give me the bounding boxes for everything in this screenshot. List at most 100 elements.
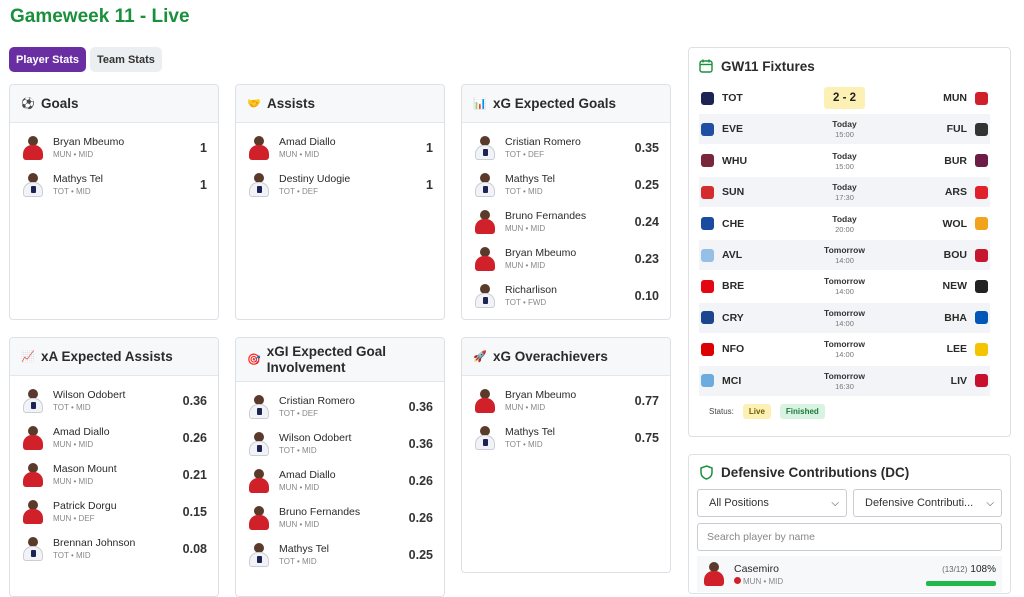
bar-chart-icon: 📊	[473, 98, 487, 110]
player-row[interactable]: Amad Diallo MUN • MID 0.26	[10, 419, 218, 456]
player-row[interactable]: Wilson Odobert TOT • MID 0.36	[10, 382, 218, 419]
rocket-icon: 🚀	[473, 351, 487, 363]
player-search-input[interactable]: Search player by name	[697, 523, 1002, 551]
player-row[interactable]: Mathys Tel TOT • MID 0.25	[236, 536, 444, 573]
home-team-code: CHE	[722, 217, 745, 230]
home-team: WHU	[699, 154, 779, 168]
player-avatar	[474, 209, 496, 234]
player-meta: MUN • MID	[279, 483, 320, 492]
player-row[interactable]: Bruno Fernandes MUN • MID 0.24	[462, 203, 670, 240]
player-avatar	[22, 425, 44, 450]
home-team-code: TOT	[722, 92, 743, 104]
player-row[interactable]: Amad Diallo MUN • MID 1	[236, 129, 444, 166]
fixture-day: Today	[832, 182, 857, 193]
player-row[interactable]: Cristian Romero TOT • DEF 0.35	[462, 129, 670, 166]
away-team: LIV	[910, 374, 990, 388]
player-name: Mathys Tel	[505, 173, 555, 185]
player-row[interactable]: Bryan Mbeumo MUN • MID 1	[10, 129, 218, 166]
fixture-row[interactable]: EVE Today 15:00 FUL	[699, 114, 990, 145]
fixture-row[interactable]: CRY Tomorrow 14:00 BHA	[699, 302, 990, 333]
club-crest-icon	[975, 374, 988, 388]
stat-value: 0.21	[182, 467, 207, 482]
fixtures-panel: GW11 Fixtures TOT 2 - 2 MUN EVE Today 15:…	[688, 47, 1011, 437]
fixture-row[interactable]: TOT 2 - 2 MUN	[699, 83, 990, 113]
fixture-row[interactable]: AVL Tomorrow 14:00 BOU	[699, 240, 990, 270]
player-row[interactable]: Richarlison TOT • FWD 0.10	[462, 277, 670, 314]
fixture-time: 14:00	[835, 256, 854, 265]
player-row[interactable]: Bryan Mbeumo MUN • MID 0.77	[462, 382, 670, 419]
home-team-code: CRY	[722, 311, 744, 324]
fixture-day: Today	[832, 119, 857, 130]
fixture-row[interactable]: SUN Today 17:30 ARS	[699, 177, 990, 208]
stat-value: 0.26	[408, 510, 433, 525]
positions-select[interactable]: All Positions ⌵	[697, 489, 847, 517]
fixture-row[interactable]: BRE Tomorrow 14:00 NEW	[699, 271, 990, 301]
player-name: Amad Diallo	[53, 426, 110, 438]
player-row[interactable]: Wilson Odobert TOT • MID 0.36	[236, 425, 444, 462]
fixture-row[interactable]: CHE Today 20:00 WOL	[699, 209, 990, 239]
player-meta: TOT • MID	[53, 403, 91, 412]
stat-value: 1	[426, 177, 433, 192]
player-name: Mason Mount	[53, 463, 117, 475]
fixture-time: 16:30	[835, 381, 854, 391]
player-name: Destiny Udogie	[279, 173, 351, 185]
player-row[interactable]: Patrick Dorgu MUN • DEF 0.15	[10, 493, 218, 530]
club-crest-icon	[975, 185, 988, 199]
home-team-code: NFO	[722, 343, 745, 356]
tab-player-stats[interactable]: Player Stats	[9, 47, 86, 72]
stat-value: 1	[200, 140, 207, 155]
player-meta: MUN • DEF	[53, 514, 95, 523]
fixture-row[interactable]: NFO Tomorrow 14:00 LEE	[699, 334, 990, 364]
dc-progress-bar	[926, 581, 996, 586]
player-row[interactable]: Bruno Fernandes MUN • MID 0.26	[236, 499, 444, 536]
home-team-code: AVL	[722, 249, 743, 261]
stat-card-xa-expected-assists: 📈 xA Expected Assists Wilson Odobert TOT…	[9, 337, 219, 597]
away-team: BHA	[910, 311, 990, 325]
player-row[interactable]: Amad Diallo MUN • MID 0.26	[236, 462, 444, 499]
fixture-day: Tomorrow	[824, 245, 865, 255]
fixture-center: Today 15:00	[779, 151, 910, 171]
soccer-ball-icon: ⚽	[21, 98, 35, 110]
player-meta: TOT • MID	[279, 446, 317, 455]
player-row[interactable]: Destiny Udogie TOT • DEF 1	[236, 166, 444, 203]
target-icon: 🎯	[247, 354, 261, 366]
home-team: MCI	[699, 374, 779, 388]
player-row[interactable]: Brennan Johnson TOT • MID 0.08	[10, 530, 218, 567]
fixture-time: 15:00	[835, 130, 854, 140]
player-row[interactable]: Mathys Tel TOT • MID 0.25	[462, 166, 670, 203]
club-crest-icon	[975, 311, 988, 325]
stat-card-xgi-expected-goal-involvement: 🎯 xGI Expected Goal Involvement Cristian…	[235, 337, 445, 597]
player-meta: TOT • MID	[505, 440, 543, 449]
player-meta: MUN • MID	[53, 440, 94, 449]
card-header: ⚽ Goals	[10, 85, 218, 123]
stat-value: 0.25	[408, 547, 433, 562]
away-team: BUR	[910, 154, 990, 168]
tab-team-stats[interactable]: Team Stats	[89, 47, 162, 72]
club-crest-icon	[701, 248, 714, 262]
fixture-time: 17:30	[835, 193, 854, 203]
club-crest-icon	[975, 342, 988, 356]
player-row[interactable]: Bryan Mbeumo MUN • MID 0.23	[462, 240, 670, 277]
player-avatar	[474, 172, 496, 197]
player-avatar	[474, 425, 496, 450]
card-title: Assists	[267, 95, 316, 111]
fixture-time: 14:00	[835, 350, 854, 360]
player-row[interactable]: Mathys Tel TOT • MID 1	[10, 166, 218, 203]
metric-select[interactable]: Defensive Contributi... ⌵	[853, 489, 1002, 517]
player-row[interactable]: Mathys Tel TOT • MID 0.75	[462, 419, 670, 456]
player-name: Bruno Fernandes	[279, 506, 361, 518]
dc-player-row[interactable]: Casemiro MUN • MID (13/12) 108%	[697, 556, 1002, 592]
club-crest-icon	[701, 374, 714, 388]
player-avatar	[22, 499, 44, 524]
stat-value: 0.24	[634, 214, 659, 229]
player-row[interactable]: Cristian Romero TOT • DEF 0.36	[236, 388, 444, 425]
player-avatar	[22, 388, 44, 413]
player-meta: TOT • MID	[279, 557, 317, 566]
fixture-row[interactable]: WHU Today 15:00 BUR	[699, 146, 990, 176]
player-row[interactable]: Mason Mount MUN • MID 0.21	[10, 456, 218, 493]
fixture-row[interactable]: MCI Tomorrow 16:30 LIV	[699, 365, 990, 396]
stat-value: 0.10	[634, 288, 659, 303]
player-meta: TOT • MID	[505, 187, 543, 196]
dc-percent: 108%	[970, 563, 996, 575]
live-score: 2 - 2	[823, 87, 865, 109]
